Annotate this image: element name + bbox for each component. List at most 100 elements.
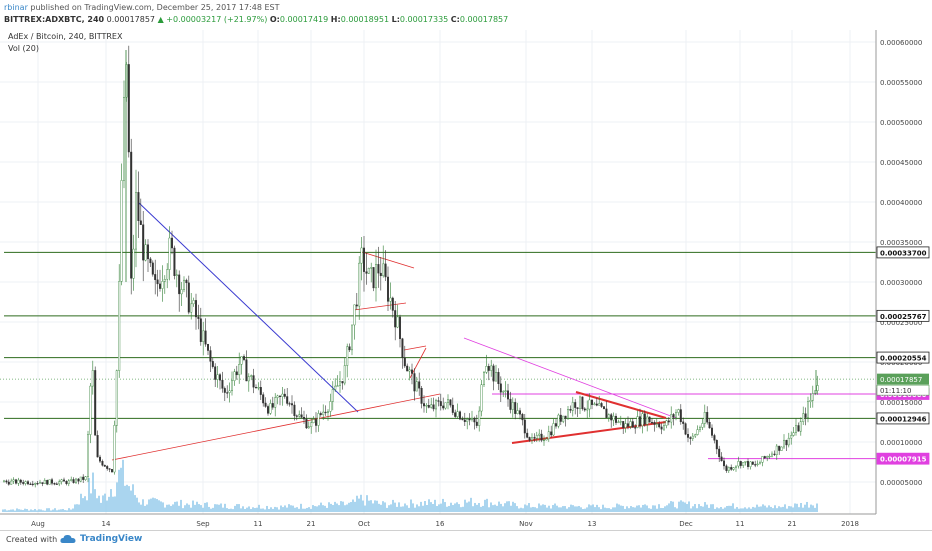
- candle-body: [209, 350, 212, 362]
- candle-body: [495, 372, 498, 382]
- volume-bar: [24, 508, 26, 512]
- candle-body: [312, 419, 315, 423]
- volume-bar: [366, 495, 368, 512]
- candle-body: [355, 304, 358, 307]
- candle-body: [122, 97, 125, 181]
- volume-bar: [78, 504, 80, 512]
- volume-bar: [674, 507, 676, 512]
- flag-lower-line[interactable]: [353, 302, 407, 311]
- volume-bar: [86, 500, 88, 512]
- candle-body: [211, 361, 214, 367]
- volume-bar: [242, 506, 244, 512]
- candle-body: [70, 479, 73, 481]
- volume-bar: [678, 501, 680, 512]
- uptrend-line[interactable]: [111, 393, 441, 461]
- volume-bar: [450, 502, 452, 512]
- volume-bar: [798, 507, 800, 512]
- volume-bar: [404, 503, 406, 512]
- candle-body: [382, 263, 385, 277]
- close-label: C:: [450, 15, 460, 24]
- candle-body: [151, 262, 154, 275]
- pink-trend-line[interactable]: [463, 337, 677, 419]
- candle-body: [216, 374, 219, 380]
- price-chart[interactable]: 0.00060000 0.00055000 0.00050000 0.00045000…: [0, 30, 932, 530]
- candle-body: [238, 364, 241, 376]
- candle-body: [783, 439, 786, 448]
- x-tick-label: 11: [254, 520, 263, 528]
- flag-upper-line[interactable]: [361, 251, 415, 269]
- candle-body: [27, 481, 30, 485]
- volume-bar: [690, 508, 692, 512]
- volume-bar: [776, 508, 778, 512]
- volume-bar: [64, 510, 66, 512]
- volume-bar: [208, 506, 210, 512]
- volume-bar: [604, 507, 606, 512]
- volume-bar: [90, 493, 92, 512]
- candle-body: [202, 330, 205, 342]
- candle-body: [60, 479, 63, 482]
- volume-bar: [200, 505, 202, 512]
- downtrend-line[interactable]: [137, 201, 359, 413]
- candle-body: [759, 462, 762, 465]
- candle-body: [526, 432, 529, 438]
- volume-bar: [448, 505, 450, 512]
- volume-bar: [198, 504, 200, 512]
- candle-body: [192, 300, 195, 305]
- volume-bar: [266, 505, 268, 512]
- level-badge: [876, 309, 930, 322]
- candle-body: [742, 462, 745, 466]
- volume-bar: [506, 501, 508, 512]
- candle-body: [218, 374, 221, 381]
- volume-bar: [610, 509, 612, 512]
- candle-body: [363, 247, 366, 272]
- candle-body: [533, 437, 536, 439]
- volume-bar: [560, 507, 562, 512]
- volume-bar: [804, 504, 806, 512]
- tradingview-brand[interactable]: TradingView: [80, 534, 143, 544]
- volume-bar: [118, 469, 120, 512]
- candle-body: [279, 395, 282, 397]
- volume-legend: Vol (20): [8, 44, 39, 53]
- volume-bar: [372, 503, 374, 512]
- candle-body: [180, 289, 183, 295]
- candle-body: [514, 402, 517, 414]
- candle-body: [370, 267, 373, 269]
- candle-body: [185, 279, 188, 284]
- candle-body: [298, 414, 301, 417]
- publish-text: published on TradingView.com, December 2…: [30, 3, 280, 12]
- publish-info: rbinar published on TradingView.com, Dec…: [4, 3, 280, 12]
- candle-body: [749, 461, 752, 467]
- candle-body: [281, 393, 284, 397]
- volume-bar: [572, 505, 574, 512]
- x-tick-label: Dec: [679, 520, 693, 528]
- volume-bar: [246, 507, 248, 512]
- wedge-line-1[interactable]: [403, 345, 427, 351]
- volume-bar: [570, 504, 572, 512]
- triangle-upper-line[interactable]: [575, 391, 667, 419]
- candle-body: [610, 414, 613, 421]
- candle-body: [5, 480, 8, 483]
- candle-body: [98, 456, 101, 462]
- horizontal-levels: [0, 251, 876, 460]
- volume-bar: [128, 486, 130, 512]
- volume-bar: [172, 504, 174, 512]
- candle-body: [72, 479, 75, 483]
- candle-body: [317, 413, 320, 426]
- candle-body: [149, 258, 152, 264]
- volume-bar: [502, 506, 504, 512]
- candle-body: [430, 404, 433, 408]
- volume-bar: [256, 507, 258, 512]
- volume-bar: [772, 508, 774, 512]
- time-axis[interactable]: Aug 14 Sep 11 21 Oct 16 Nov 13 Dec 11 21 2018: [31, 520, 859, 528]
- candle-body: [511, 402, 514, 410]
- volume-bar: [390, 504, 392, 512]
- volume-bar: [228, 508, 230, 512]
- volume-bar: [182, 508, 184, 512]
- volume-bar: [234, 505, 236, 512]
- volume-bar: [614, 507, 616, 512]
- candle-body: [413, 373, 416, 392]
- author-link[interactable]: rbinar: [4, 3, 28, 12]
- volume-bar: [108, 496, 110, 512]
- volume-bar: [346, 504, 348, 512]
- volume-bar: [496, 505, 498, 512]
